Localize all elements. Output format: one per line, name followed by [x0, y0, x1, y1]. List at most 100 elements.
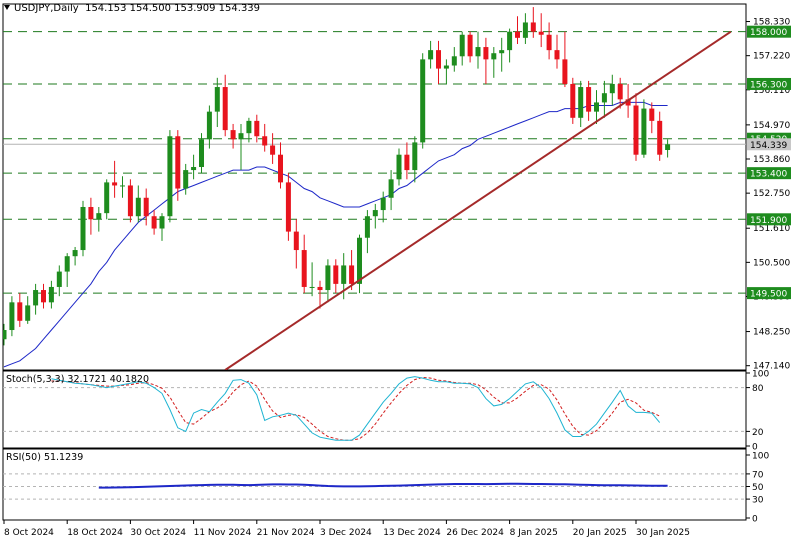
candle-body [48, 286, 54, 303]
candle-body [222, 87, 228, 131]
level-label-text: 149.500 [750, 290, 787, 300]
candle-body [80, 206, 86, 251]
price-tick-label: 152.750 [753, 189, 790, 199]
candle-body [428, 50, 434, 60]
level-label-bg [747, 25, 791, 38]
candle-body [404, 154, 410, 171]
candle-body [17, 302, 23, 321]
date-tick-label: 21 Nov 2024 [257, 528, 315, 538]
candle-body [309, 286, 315, 288]
price-tick-label: 151.610 [753, 224, 790, 234]
candle-body [246, 120, 252, 134]
candle-body [562, 59, 568, 84]
stoch-panel-frame [2, 370, 747, 449]
candle-body [641, 108, 647, 155]
candles-group [3, 7, 732, 370]
candle-body [609, 83, 615, 94]
candle-body [238, 133, 244, 140]
candle-body [586, 87, 592, 112]
candle-body [151, 216, 157, 229]
candle-body [483, 47, 489, 60]
rsi-line [98, 482, 668, 489]
symbol-label: USDJPY,Daily [14, 3, 79, 14]
candle-body [349, 265, 355, 284]
date-tick-label: 26 Dec 2024 [446, 528, 504, 538]
price-tick-label: 156.110 [753, 86, 790, 96]
rsi-tick-label: 70 [752, 470, 764, 480]
rsi-label: RSI(50) 51.1239 [6, 452, 84, 463]
stoch-main-line [51, 376, 661, 441]
moving-average-line [3, 101, 668, 368]
candle-body [341, 265, 347, 284]
candle-body [333, 265, 339, 284]
candle-body [538, 31, 544, 35]
candle-body [357, 237, 362, 284]
candle-body [135, 197, 141, 217]
candle-body [570, 83, 576, 118]
level-label-text: 151.900 [750, 216, 787, 226]
candle-body [396, 154, 402, 180]
date-tick-label: 13 Dec 2024 [383, 528, 441, 538]
ohlc-values: 154.153 154.500 153.909 154.339 [85, 3, 261, 14]
level-label-text: 158.000 [750, 28, 787, 38]
price-panel-frame [2, 3, 747, 371]
date-tick-label: 20 Jan 2025 [573, 528, 627, 538]
level-label-text: 156.300 [750, 80, 787, 90]
candle-body [546, 34, 552, 51]
candle-body [475, 47, 481, 57]
candle-body [96, 213, 102, 220]
stoch-tick-label: 0 [752, 443, 758, 453]
rsi-tick-label: 50 [752, 483, 764, 493]
price-tick-label: 147.140 [753, 362, 790, 372]
price-tick-label: 158.330 [753, 18, 790, 28]
price-tick-label: 154.970 [753, 121, 790, 131]
candle-body [293, 231, 299, 251]
ascending-trendline [224, 30, 732, 370]
candle-body [112, 182, 118, 186]
rsi-panel: 100 70 50 30 0 [2, 448, 769, 525]
date-tick-label: 3 Dec 2024 [320, 528, 372, 538]
candle-body [25, 305, 31, 321]
candle-body [278, 154, 283, 183]
candle-body [3, 330, 7, 340]
candle-body [72, 250, 78, 257]
level-label-bg [747, 77, 791, 90]
candle-body [554, 50, 560, 60]
candle-body [270, 145, 276, 155]
candle-body [388, 179, 394, 198]
candle-body [317, 286, 323, 291]
candle-body [33, 290, 39, 306]
candle-body [206, 111, 212, 140]
price-tick-label: 153.860 [753, 155, 790, 165]
candle-body [578, 87, 584, 118]
level-label-bg [747, 167, 791, 180]
date-tick-label: 30 Jan 2025 [636, 528, 690, 538]
candle-body [530, 22, 536, 32]
candle-body [167, 136, 173, 217]
candle-body [143, 197, 149, 217]
level-label-text: 153.400 [750, 170, 787, 180]
candle-body [499, 50, 505, 54]
candle-body [104, 182, 110, 214]
candle-body [64, 256, 70, 272]
candle-body [262, 136, 268, 146]
candle-body [657, 120, 663, 155]
candle-body [633, 105, 639, 155]
rsi-tick-label: 30 [752, 496, 764, 506]
dropdown-caret-icon[interactable] [4, 5, 10, 10]
candle-body [159, 216, 165, 229]
candle-body [420, 59, 426, 143]
candle-body [467, 34, 473, 57]
level-label-bg [747, 287, 791, 300]
candle-body [625, 99, 631, 106]
candle-body [285, 182, 291, 232]
price-tick-label: 150.500 [753, 258, 790, 268]
candle-body [617, 83, 623, 100]
candle-body [41, 290, 46, 303]
current-price-label-bg [747, 138, 791, 151]
price-panel: 158.330 157.220 156.110 154.970 153.860 152.7… [2, 3, 791, 372]
date-axis: 8 Oct 2024 18 Oct 2024 30 Oct 2024 11 Nov 2… [3, 520, 690, 538]
candle-body [364, 216, 370, 238]
candle-body [88, 206, 94, 220]
